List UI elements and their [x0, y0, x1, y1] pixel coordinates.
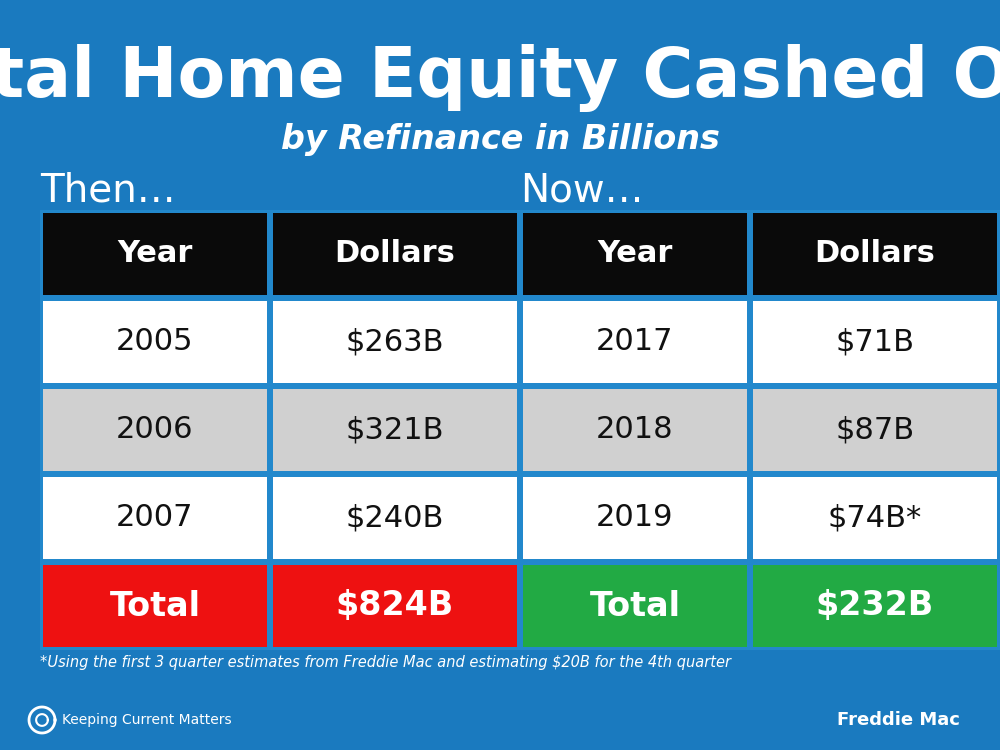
Text: $240B: $240B: [346, 503, 444, 532]
Bar: [273, 565, 517, 647]
Text: Total: Total: [590, 590, 680, 622]
Text: Now…: Now…: [520, 171, 644, 209]
Text: Total: Total: [110, 590, 200, 622]
Text: 2018: 2018: [596, 416, 674, 445]
Text: $321B: $321B: [346, 416, 444, 445]
Text: 2017: 2017: [596, 328, 674, 356]
Text: Freddie Mac: Freddie Mac: [837, 711, 960, 729]
Bar: [523, 389, 747, 471]
Bar: [753, 301, 997, 383]
Text: *Using the first 3 quarter estimates from Freddie Mac and estimating $20B for th: *Using the first 3 quarter estimates fro…: [40, 655, 731, 670]
Text: $87B: $87B: [835, 416, 915, 445]
Text: 2007: 2007: [116, 503, 194, 532]
Bar: [273, 213, 517, 295]
Text: 2006: 2006: [116, 416, 194, 445]
Bar: [273, 389, 517, 471]
Bar: [523, 301, 747, 383]
Bar: [523, 565, 747, 647]
Text: by Refinance in Billions: by Refinance in Billions: [281, 124, 719, 157]
Bar: [753, 565, 997, 647]
Bar: [753, 213, 997, 295]
Text: Dollars: Dollars: [815, 239, 935, 268]
Text: $232B: $232B: [816, 590, 934, 622]
Text: Year: Year: [597, 239, 673, 268]
Text: $71B: $71B: [836, 328, 914, 356]
Text: Dollars: Dollars: [335, 239, 455, 268]
Text: Then…: Then…: [40, 171, 176, 209]
Bar: [273, 477, 517, 559]
Text: Total Home Equity Cashed Out: Total Home Equity Cashed Out: [0, 44, 1000, 112]
Text: Year: Year: [117, 239, 193, 268]
Bar: [753, 477, 997, 559]
Text: Keeping Current Matters: Keeping Current Matters: [62, 713, 232, 727]
Text: $824B: $824B: [336, 590, 454, 622]
Bar: [520, 210, 1000, 650]
Text: $263B: $263B: [346, 328, 444, 356]
Bar: [523, 477, 747, 559]
Bar: [43, 565, 267, 647]
Bar: [523, 213, 747, 295]
Bar: [43, 389, 267, 471]
Bar: [43, 477, 267, 559]
Text: 2019: 2019: [596, 503, 674, 532]
Bar: [43, 301, 267, 383]
Bar: [273, 301, 517, 383]
Bar: [40, 210, 520, 650]
Text: 2005: 2005: [116, 328, 194, 356]
Bar: [753, 389, 997, 471]
Bar: [43, 213, 267, 295]
Text: $74B*: $74B*: [828, 503, 922, 532]
